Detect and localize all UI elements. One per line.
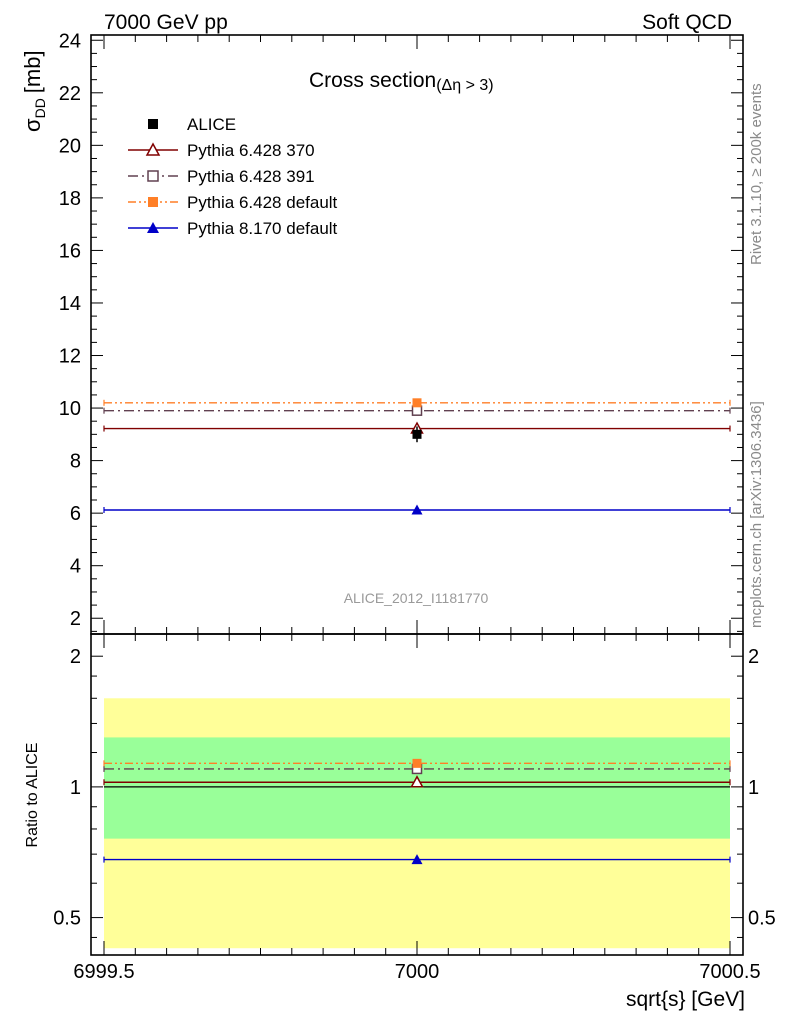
y-tick-label: 20: [59, 135, 81, 157]
legend-label-2: Pythia 6.428 391: [187, 167, 315, 186]
ratio-tick-label-right: 1: [748, 777, 759, 799]
ratio-series-point-2: [412, 758, 422, 768]
legend-marker-0: [148, 119, 158, 129]
y-label-sub: DD: [32, 98, 48, 118]
y-tick-label: 18: [59, 188, 81, 210]
y-tick-label: 24: [59, 30, 81, 52]
ratio-band-green: [104, 737, 730, 839]
legend-marker-1: [145, 142, 161, 156]
y-axis-label-main: σDD [mb]: [20, 50, 48, 132]
main-series-point-4: [411, 504, 423, 515]
header-left-label: 7000 GeV pp: [104, 11, 228, 34]
legend-marker-2: [147, 170, 159, 182]
ratio-tick-label: 2: [70, 646, 81, 668]
y-tick-label: 2: [70, 608, 81, 630]
x-tick-label: 7000: [395, 961, 440, 983]
chart-title: Cross section(Δη > 3): [309, 69, 494, 94]
y-label-sigma: σ: [20, 118, 45, 132]
ratio-series-point-0: [410, 775, 424, 788]
y-tick-label: 12: [59, 346, 81, 368]
chart-title-suffix: (Δη > 3): [436, 77, 493, 94]
y-tick-label: 10: [59, 398, 81, 420]
y-tick-label: 22: [59, 83, 81, 105]
x-tick-label: 6999.5: [73, 961, 134, 983]
ratio-tick-label-right: 2: [748, 646, 759, 668]
ratio-series-point-3: [411, 854, 423, 865]
analysis-watermark: ALICE_2012_I1181770: [344, 590, 489, 606]
main-series-point-3: [412, 398, 422, 408]
rivet-version-label: Rivet 3.1.10, ≥ 200k events: [748, 83, 765, 265]
mcplots-reference-label: mcplots.cern.ch [arXiv:1306.3436]: [748, 401, 765, 628]
ratio-tick-label-right: 0.5: [748, 908, 776, 930]
legend: ALICE Pythia 6.428 370 Pythia 6.428 391 Pyt…: [128, 115, 338, 238]
legend-label-0: ALICE: [187, 115, 236, 134]
legend-label-4: Pythia 8.170 default: [187, 219, 338, 238]
data-point-alice: [412, 429, 422, 439]
legend-marker-3: [148, 197, 158, 207]
ratio-bands: [104, 698, 730, 949]
header-right-label: Soft QCD: [642, 11, 732, 34]
chart-title-main: Cross section: [309, 69, 436, 92]
ratio-tick-label: 1: [70, 777, 81, 799]
y-tick-label: 14: [59, 293, 81, 315]
x-axis-label: sqrt{s} [GeV]: [626, 988, 745, 1011]
legend-marker-4: [147, 222, 159, 233]
ratio-tick-label: 0.5: [53, 908, 81, 930]
y-tick-label: 4: [70, 556, 81, 578]
main-series-point-2: [411, 405, 423, 416]
legend-label-1: Pythia 6.428 370: [187, 141, 315, 160]
y-tick-label: 16: [59, 240, 81, 262]
y-tick-label: 8: [70, 451, 81, 473]
series-layer: [103, 398, 731, 865]
y-tick-label: 6: [70, 503, 81, 525]
x-tick-label: 7000.5: [699, 961, 760, 983]
y-axis-label-ratio: Ratio to ALICE: [24, 743, 41, 848]
legend-label-3: Pythia 6.428 default: [187, 193, 338, 212]
y-label-unit: [mb]: [20, 50, 45, 93]
